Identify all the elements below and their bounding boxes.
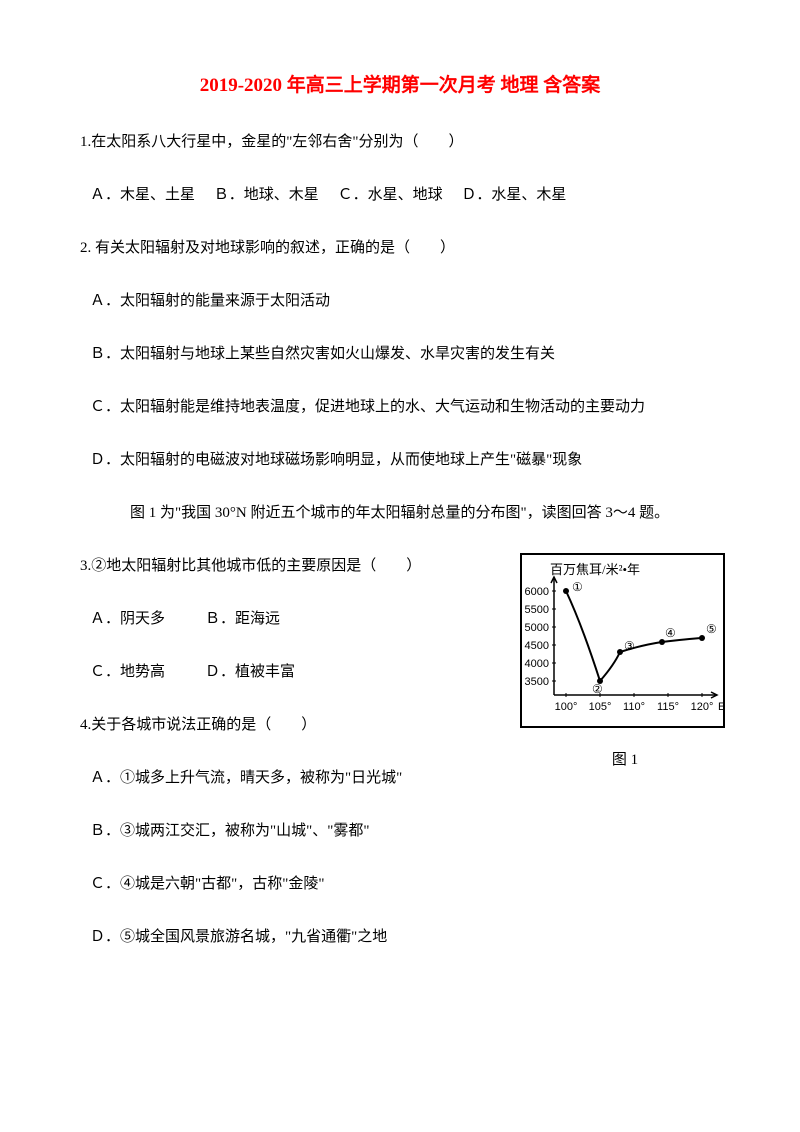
q3-optA: Ａ．阴天多	[90, 606, 165, 633]
svg-text:③: ③	[624, 639, 635, 653]
svg-text:④: ④	[665, 626, 676, 640]
svg-text:100°: 100°	[555, 701, 578, 713]
chart-box: 百万焦耳/米²•年 6000 5500 5000 4500 4000 3500	[520, 553, 725, 728]
svg-text:①: ①	[572, 580, 583, 594]
q2-optB: Ｂ．太阳辐射与地球上某些自然灾害如火山爆发、水旱灾害的发生有关	[90, 341, 720, 368]
svg-text:⑤: ⑤	[706, 622, 717, 636]
title-text: 2019-2020 年高三上学期第一次月考 地理 含答案	[200, 75, 601, 96]
q4-text: 4.关于各城市说法正确的是（ ）	[80, 712, 460, 739]
intro-34: 图 1 为"我国 30°N 附近五个城市的年太阳辐射总量的分布图"，读图回答 3…	[80, 500, 720, 527]
q2-optA: Ａ．太阳辐射的能量来源于太阳活动	[90, 288, 720, 315]
q2-options: Ａ．太阳辐射的能量来源于太阳活动 Ｂ．太阳辐射与地球上某些自然灾害如火山爆发、水…	[80, 288, 720, 474]
q1-optA: Ａ．木星、土星	[90, 187, 195, 203]
svg-text:6000: 6000	[525, 586, 549, 598]
chart-ylabel: 百万焦耳/米²•年	[550, 559, 640, 578]
q1-optB: Ｂ．地球、木星	[214, 187, 319, 203]
q1-optD: Ｄ．水星、木星	[461, 187, 566, 203]
svg-text:4000: 4000	[525, 658, 549, 670]
svg-text:115°: 115°	[657, 701, 679, 713]
q3-optC: Ｃ．地势高	[90, 659, 165, 686]
svg-text:3500: 3500	[525, 676, 549, 688]
svg-text:105°: 105°	[589, 701, 612, 713]
q4-optA: Ａ．①城多上升气流，晴天多，被称为"日光城"	[90, 765, 720, 792]
q3-optB: Ｂ．距海远	[205, 606, 280, 633]
svg-text:120°: 120°	[691, 701, 714, 713]
svg-text:E: E	[718, 701, 723, 713]
svg-text:110°: 110°	[623, 701, 645, 713]
q3-text: 3.②地太阳辐射比其他城市低的主要原因是（ ）	[80, 553, 460, 580]
page-title: 2019-2020 年高三上学期第一次月考 地理 含答案	[80, 70, 720, 97]
svg-text:4500: 4500	[525, 640, 549, 652]
chart-container: 百万焦耳/米²•年 6000 5500 5000 4500 4000 3500	[520, 553, 730, 769]
q4-options: Ａ．①城多上升气流，晴天多，被称为"日光城" Ｂ．③城两江交汇，被称为"山城"、…	[80, 765, 720, 951]
q2-optD: Ｄ．太阳辐射的电磁波对地球磁场影响明显，从而使地球上产生"磁暴"现象	[90, 447, 720, 474]
q1-text: 1.在太阳系八大行星中，金星的"左邻右舍"分别为（ ）	[80, 129, 720, 156]
q2-optC: Ｃ．太阳辐射能是维持地表温度，促进地球上的水、大气运动和生物活动的主要动力	[90, 394, 720, 421]
left-column: 3.②地太阳辐射比其他城市低的主要原因是（ ） Ａ．阴天多 Ｂ．距海远 Ｃ．地势…	[80, 553, 460, 739]
q3-optD: Ｄ．植被丰富	[205, 659, 295, 686]
q3-options: Ａ．阴天多 Ｂ．距海远 Ｃ．地势高 Ｄ．植被丰富	[80, 606, 460, 686]
q3-q4-area: 百万焦耳/米²•年 6000 5500 5000 4500 4000 3500	[80, 553, 720, 951]
q4-optB: Ｂ．③城两江交汇，被称为"山城"、"雾都"	[90, 818, 720, 845]
svg-text:②: ②	[592, 682, 603, 696]
q2-text: 2. 有关太阳辐射及对地球影响的叙述，正确的是（ ）	[80, 235, 720, 262]
q4-optC: Ｃ．④城是六朝"古都"，古称"金陵"	[90, 871, 720, 898]
q1-options: Ａ．木星、土星 Ｂ．地球、木星 Ｃ．水星、地球 Ｄ．水星、木星	[80, 182, 720, 209]
svg-text:5000: 5000	[525, 622, 549, 634]
q1-optC: Ｃ．水星、地球	[338, 187, 443, 203]
q4-optD: Ｄ．⑤城全国风景旅游名城，"九省通衢"之地	[90, 924, 720, 951]
chart-caption: 图 1	[520, 748, 730, 769]
svg-text:5500: 5500	[525, 604, 549, 616]
chart-svg: 6000 5500 5000 4500 4000 3500	[522, 555, 723, 726]
